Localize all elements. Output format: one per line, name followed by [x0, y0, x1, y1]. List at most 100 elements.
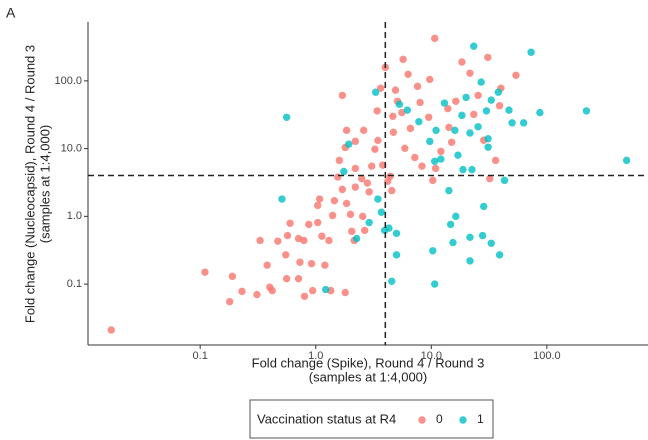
point: [363, 179, 372, 187]
point: [325, 236, 333, 245]
y-tick-label: 1.0: [67, 210, 82, 222]
point: [431, 34, 439, 43]
point: [371, 88, 380, 96]
point: [411, 153, 419, 162]
point: [365, 188, 373, 196]
point: [418, 162, 426, 170]
point: [377, 84, 385, 92]
point: [314, 218, 322, 227]
point: [437, 155, 445, 163]
legend-marker: [459, 416, 467, 424]
point: [392, 229, 401, 238]
point: [348, 227, 356, 236]
point: [452, 212, 460, 221]
point: [454, 151, 462, 159]
point: [622, 156, 631, 165]
point: [300, 292, 309, 300]
point: [360, 226, 369, 235]
point: [338, 185, 347, 194]
point: [429, 247, 437, 255]
point: [508, 119, 516, 127]
y-tick-label: 0.1: [67, 278, 82, 290]
point: [470, 42, 478, 50]
point: [228, 272, 237, 281]
point: [377, 208, 386, 216]
point: [431, 280, 439, 288]
point: [282, 113, 291, 121]
point: [431, 164, 440, 173]
x-axis-title: Fold change (Spike), Round 4 / Round 3: [252, 355, 485, 370]
point: [365, 218, 373, 227]
x-tick-label: 100.0: [533, 350, 561, 362]
legend-title: Vaccination status at R4: [257, 411, 396, 426]
y-axis-subtitle: (samples at 1:4,000): [37, 125, 52, 244]
point: [432, 126, 440, 135]
point: [446, 220, 455, 229]
point: [374, 136, 382, 145]
point: [358, 174, 366, 183]
point: [305, 220, 313, 229]
point: [342, 126, 351, 135]
point: [416, 98, 424, 107]
point: [399, 55, 407, 64]
legend-label: 0: [436, 412, 443, 426]
point: [459, 165, 467, 174]
point: [495, 251, 504, 259]
panel-label: A: [6, 5, 16, 21]
x-tick-label: 0.1: [193, 350, 208, 362]
point: [466, 129, 474, 137]
point: [300, 236, 308, 245]
x-tick-label: 1.0: [308, 350, 323, 362]
point: [458, 58, 466, 66]
point: [391, 86, 400, 94]
point: [389, 112, 397, 120]
x-axis-subtitle: (samples at 1:4,000): [309, 369, 428, 384]
point: [444, 104, 452, 113]
point: [373, 107, 381, 115]
point: [346, 210, 355, 219]
point: [440, 99, 449, 107]
point: [263, 261, 271, 269]
point: [413, 82, 422, 91]
point: [474, 123, 482, 131]
point: [388, 277, 396, 285]
point: [385, 224, 393, 232]
point: [477, 78, 485, 86]
point: [536, 108, 544, 117]
point: [330, 197, 339, 205]
point: [404, 70, 412, 79]
point: [334, 173, 342, 181]
point: [445, 186, 453, 195]
y-tick-label: 10.0: [61, 143, 82, 155]
point: [322, 285, 330, 294]
point: [466, 69, 474, 77]
point: [458, 111, 466, 120]
point: [314, 201, 322, 210]
point: [351, 137, 360, 146]
point: [485, 174, 494, 183]
point: [426, 75, 434, 84]
y-axis-title: Fold change (Nucleocapsid), Round 4 / Ro…: [22, 45, 37, 323]
point: [352, 234, 361, 243]
y-tick-label: 100.0: [54, 75, 82, 87]
point: [340, 167, 348, 176]
point: [437, 147, 445, 156]
point: [449, 238, 457, 247]
point: [582, 107, 591, 115]
point: [431, 157, 439, 165]
point: [371, 145, 379, 153]
point: [282, 275, 291, 283]
point: [487, 96, 495, 104]
point: [342, 199, 351, 208]
point: [491, 156, 500, 165]
point: [296, 258, 304, 266]
point: [484, 135, 492, 143]
point: [462, 93, 470, 102]
point: [368, 162, 376, 170]
point: [482, 107, 491, 115]
point: [268, 286, 276, 295]
point: [487, 239, 495, 247]
point: [238, 287, 246, 296]
point: [274, 237, 282, 245]
point: [500, 176, 509, 185]
